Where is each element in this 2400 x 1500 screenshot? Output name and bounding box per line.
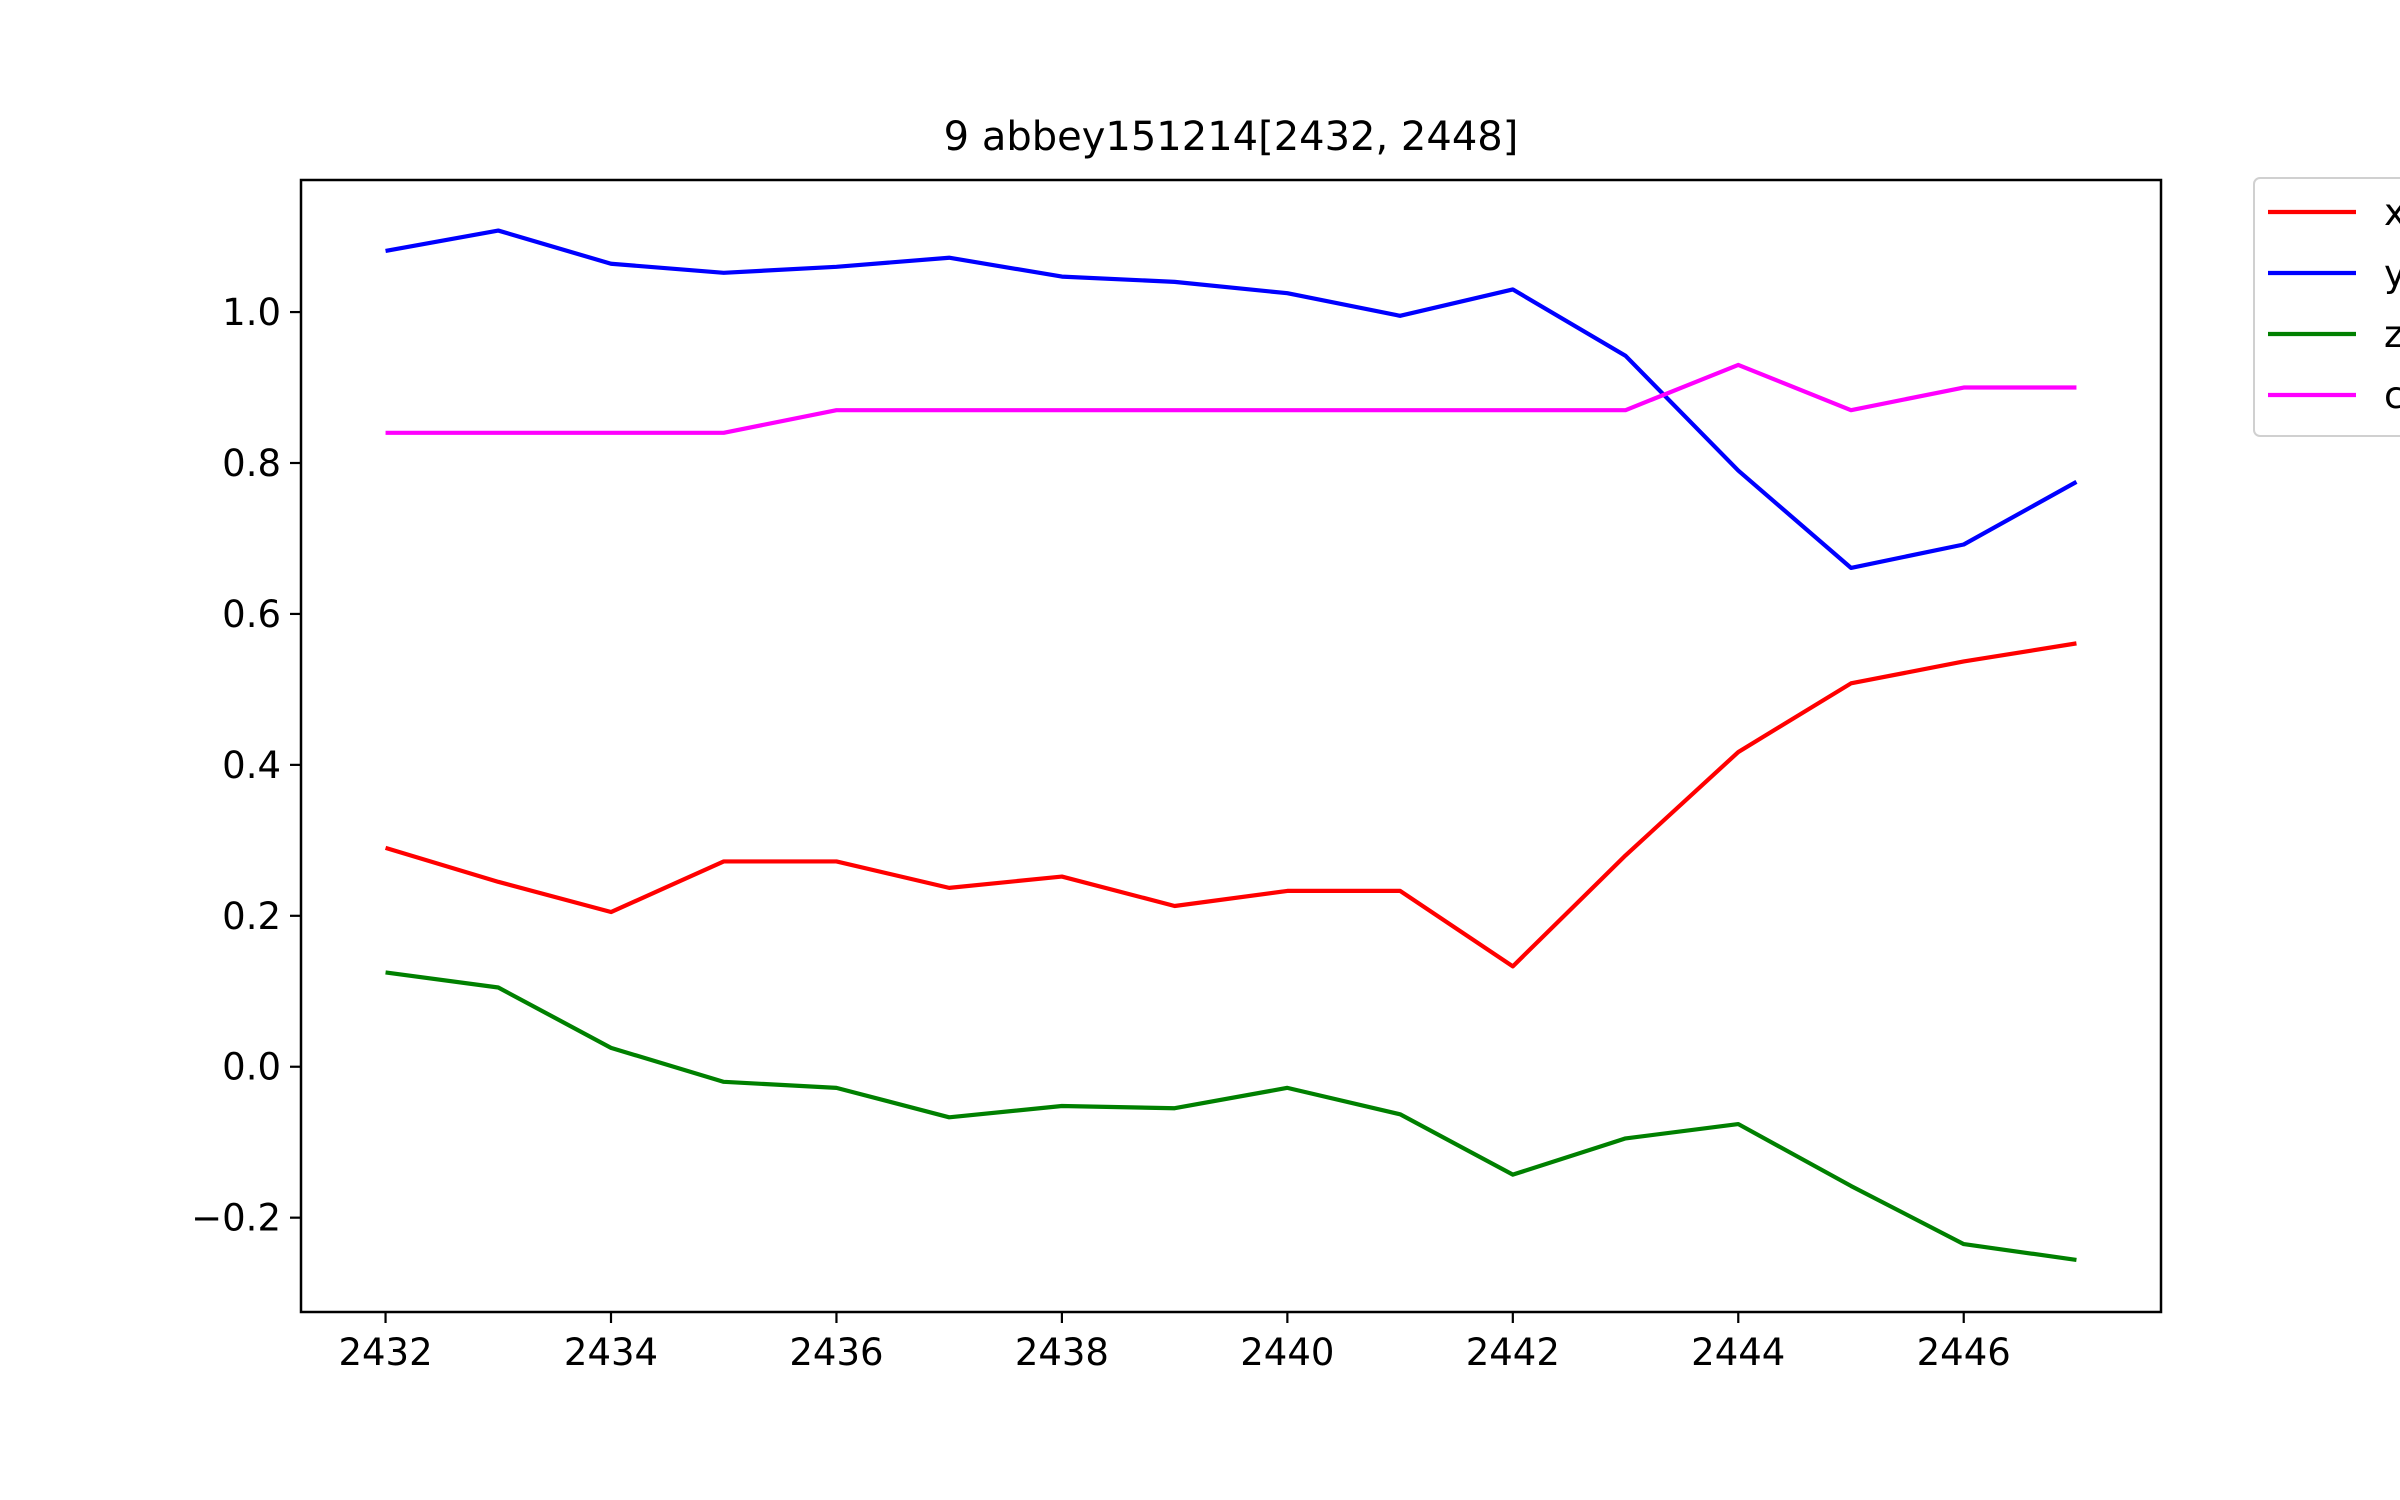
plot-frame xyxy=(299,178,2163,1314)
y-tick-label: −0.2 xyxy=(191,1197,281,1240)
y-tick-label: 1.0 xyxy=(222,291,281,334)
series-line-x xyxy=(384,641,2077,969)
legend-label-x: x xyxy=(2384,191,2400,234)
x-tick-label: 2438 xyxy=(1015,1331,1109,1374)
y-tick-label: 0.0 xyxy=(222,1046,281,1089)
series-line-z xyxy=(385,970,2077,1263)
plot-area xyxy=(384,228,2078,1263)
chart-title: 9 abbey151214[2432, 2448] xyxy=(944,114,1519,160)
x-tick-label: 2446 xyxy=(1917,1331,2011,1374)
legend-label-z: z xyxy=(2384,313,2400,356)
y-tick-label: 0.8 xyxy=(222,442,281,485)
x-tick-label: 2442 xyxy=(1466,1331,1560,1374)
series-line-c xyxy=(385,362,2077,435)
y-tick-label: 0.4 xyxy=(222,744,281,787)
legend-label-c: c xyxy=(2384,374,2400,417)
y-tick-label: 0.6 xyxy=(222,593,281,636)
x-tick-label: 2432 xyxy=(338,1331,432,1374)
x-tick-label: 2440 xyxy=(1240,1331,1334,1374)
legend-label-y: y xyxy=(2384,252,2400,295)
y-tick-label: 0.2 xyxy=(222,895,281,938)
x-tick-label: 2444 xyxy=(1691,1331,1785,1374)
series-line-y xyxy=(385,228,2078,571)
x-tick-label: 2434 xyxy=(564,1331,658,1374)
legend-box xyxy=(2253,177,2400,437)
axes: 2432 2434 2436 2438 2440 2442 2444 2446 −0.2 0.0 0… xyxy=(191,291,2011,1374)
x-tick-label: 2436 xyxy=(789,1331,883,1374)
